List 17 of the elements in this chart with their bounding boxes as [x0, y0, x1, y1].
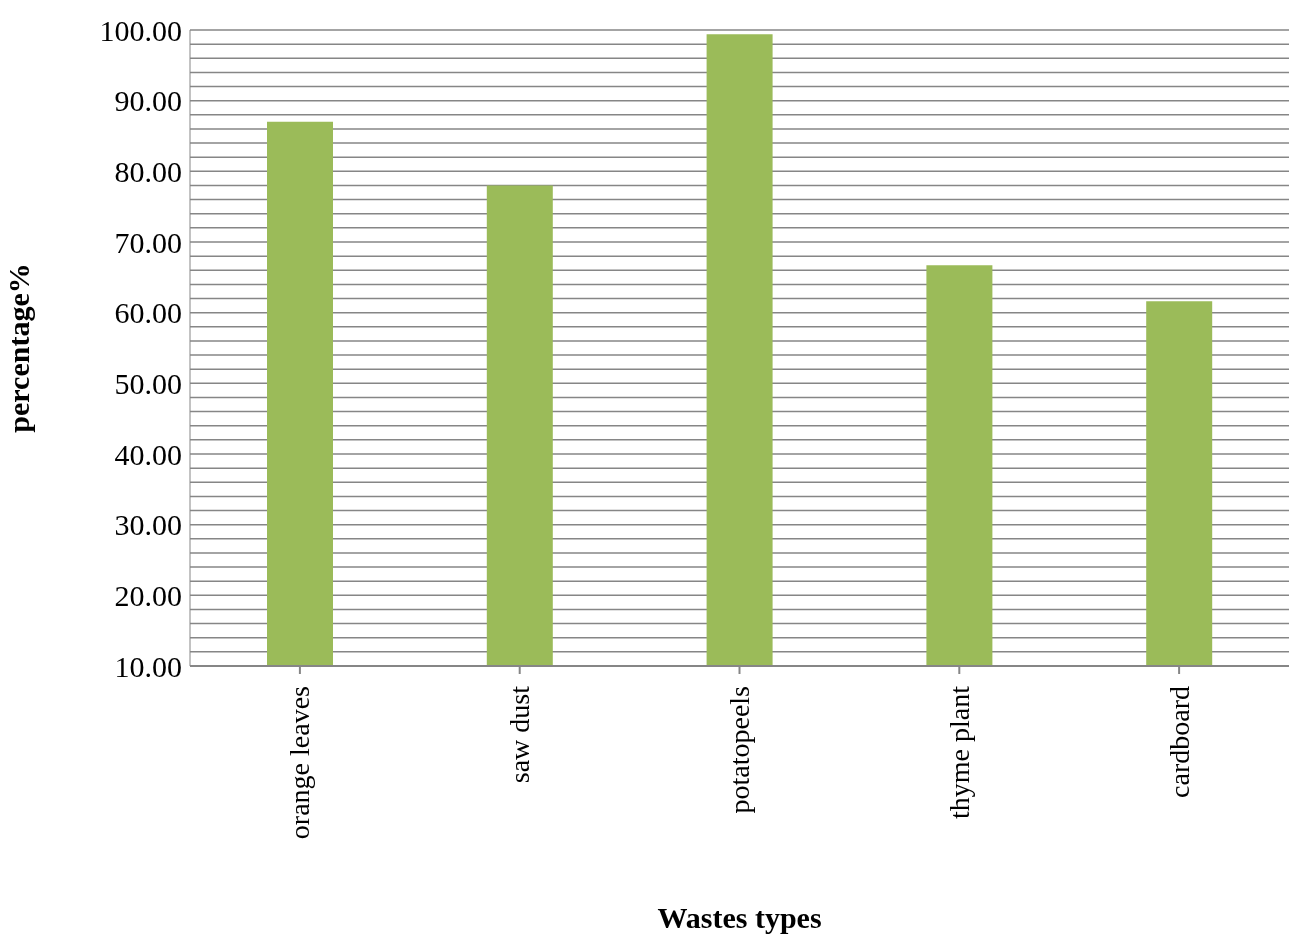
x-tick-label: potatopeels — [724, 686, 755, 814]
y-tick-label: 90.00 — [114, 84, 182, 118]
y-axis-title: percentage% — [1, 263, 35, 433]
y-tick-label: 40.00 — [114, 437, 182, 471]
x-axis-title: Wastes types — [657, 901, 822, 934]
x-tick-label: thyme plant — [943, 685, 975, 819]
y-tick-label: 50.00 — [114, 366, 182, 400]
x-tick-label: saw dust — [504, 685, 536, 784]
y-tick-label: 20.00 — [114, 578, 182, 612]
x-tick-label: orange leaves — [284, 686, 316, 840]
y-tick-label: 60.00 — [114, 296, 182, 330]
y-tick-label: 10.00 — [114, 649, 182, 683]
y-tick-label: 80.00 — [114, 154, 182, 188]
x-tick-label: cardboard — [1163, 686, 1195, 798]
y-tick-label: 100.00 — [99, 13, 182, 47]
y-tick-label: 30.00 — [114, 508, 182, 542]
y-tick-label: 70.00 — [114, 225, 182, 259]
